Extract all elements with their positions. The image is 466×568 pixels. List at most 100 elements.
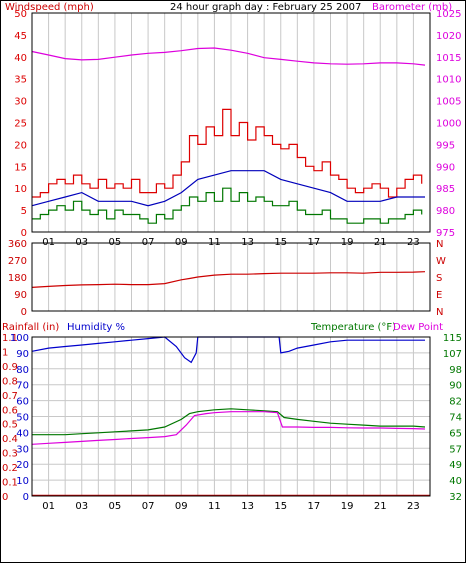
wind-hour-label: 03 — [75, 237, 88, 248]
humidity-hour-label: 01 — [42, 501, 55, 512]
humidity-tick-label: 0 — [23, 492, 29, 503]
compass-letter: N — [436, 307, 443, 318]
windspeed-tick-label: 10 — [14, 184, 27, 195]
text-layer: Windspeed (mph) 24 hour graph day : Febr… — [2, 2, 462, 512]
temperature-tick-label: 32 — [449, 492, 462, 503]
temperature-tick-label: 115 — [443, 333, 462, 344]
wind-direction-line — [31, 271, 426, 288]
wind-gust-line — [32, 108, 423, 198]
humidity-hour-label: 21 — [374, 501, 387, 512]
humidity-tick-label: 30 — [16, 444, 29, 455]
barometer-tick-label: 975 — [436, 228, 455, 239]
humidity-line — [31, 336, 425, 364]
humidity-tick-label: 80 — [16, 365, 29, 376]
compass-letter: W — [436, 256, 446, 267]
humidity-hour-label: 15 — [274, 501, 287, 512]
temperature-tick-label: 90 — [449, 381, 462, 392]
barometer-line — [31, 47, 426, 66]
humidity-tick-label: 20 — [16, 460, 29, 471]
rainfall-tick-label: 0.2 — [2, 463, 18, 474]
direction-tick-label: 180 — [8, 273, 27, 284]
rainfall-tick-label: 0.4 — [2, 434, 18, 445]
wind-hour-label: 21 — [374, 237, 387, 248]
humidity-hour-label: 11 — [208, 501, 221, 512]
humidity-tick-label: 100 — [10, 333, 29, 344]
humidity-tick-label: 10 — [16, 476, 29, 487]
humidity-tick-label: 90 — [16, 349, 29, 360]
windspeed-tick-label: 15 — [14, 162, 27, 173]
direction-tick-label: 90 — [14, 290, 27, 301]
rainfall-tick-label: 0.6 — [2, 405, 18, 416]
barometer-tick-label: 1005 — [436, 97, 461, 108]
rainfall-tick-label: 1 — [2, 347, 8, 358]
windspeed-tick-label: 20 — [14, 140, 27, 151]
wind-hour-label: 15 — [274, 237, 287, 248]
windspeed-tick-label: 0 — [21, 228, 27, 239]
wind-hour-label: 19 — [341, 237, 354, 248]
wind-hour-label: 13 — [241, 237, 254, 248]
humidity-hour-label: 17 — [308, 501, 321, 512]
temperature-tick-label: 98 — [449, 365, 462, 376]
barometer-tick-label: 1010 — [436, 75, 461, 86]
barometer-tick-label: 1025 — [436, 9, 461, 20]
rainfall-tick-label: 0.8 — [2, 376, 18, 387]
wind-hour-label: 23 — [407, 237, 420, 248]
temperature-tick-label: 49 — [449, 460, 462, 471]
barometer-tick-label: 985 — [436, 184, 455, 195]
compass-letter: S — [436, 273, 442, 284]
rainfall-tick-label: 0.5 — [2, 420, 18, 431]
wind-hour-label: 01 — [42, 237, 55, 248]
windspeed-tick-label: 35 — [14, 75, 27, 86]
chart-title: 24 hour graph day : February 25 2007 — [170, 2, 361, 13]
windspeed-tick-label: 50 — [14, 9, 27, 20]
windspeed-tick-label: 45 — [14, 31, 27, 42]
wind-average-line — [31, 170, 425, 207]
humidity-axis-label: Humidity % — [67, 322, 125, 333]
humidity-hour-label: 23 — [407, 501, 420, 512]
rainfall-tick-label: 0 — [2, 492, 8, 503]
rainfall-tick-label: 0.3 — [2, 449, 18, 460]
windspeed-tick-label: 25 — [14, 119, 27, 130]
windspeed-tick-label: 5 — [21, 206, 27, 217]
dew-point-line — [31, 411, 426, 445]
barometer-tick-label: 1000 — [436, 119, 461, 130]
rainfall-tick-label: 0.7 — [2, 391, 18, 402]
wind-hour-label: 07 — [142, 237, 155, 248]
wind-panel-frame — [31, 12, 431, 233]
humidity-hour-label: 19 — [341, 501, 354, 512]
direction-panel-frame — [31, 242, 431, 312]
rainfall-tick-label: 0.1 — [2, 478, 18, 489]
windspeed-axis-label: Windspeed (mph) — [5, 2, 94, 13]
temperature-line — [32, 408, 426, 436]
barometer-tick-label: 1020 — [436, 31, 461, 42]
wind-hour-label: 09 — [175, 237, 188, 248]
direction-tick-label: 0 — [21, 307, 27, 318]
humidity-hour-label: 13 — [241, 501, 254, 512]
temperature-tick-label: 82 — [449, 397, 462, 408]
frame-layer — [31, 12, 431, 497]
humidity-tick-label: 40 — [16, 428, 29, 439]
humidity-tick-label: 70 — [16, 381, 29, 392]
barometer-axis-label: Barometer (mb) — [372, 2, 452, 13]
rainfall-tick-label: 0.9 — [2, 362, 18, 373]
barometer-tick-label: 980 — [436, 206, 455, 217]
compass-letter: E — [436, 290, 442, 301]
humidity-tick-label: 60 — [16, 397, 29, 408]
barometer-tick-label: 990 — [436, 162, 455, 173]
temperature-tick-label: 107 — [443, 349, 462, 360]
windspeed-tick-label: 30 — [14, 97, 27, 108]
rainfall-tick-label: 1.1 — [2, 333, 18, 344]
humidity-hour-label: 07 — [142, 501, 155, 512]
barometer-tick-label: 1015 — [436, 53, 461, 64]
wind-hour-label: 05 — [109, 237, 122, 248]
temperature-tick-label: 57 — [449, 444, 462, 455]
wind-hour-label: 17 — [308, 237, 321, 248]
humidity-hour-label: 09 — [175, 501, 188, 512]
direction-tick-label: 270 — [8, 256, 27, 267]
compass-letter: N — [436, 239, 443, 250]
humidity-panel-frame — [31, 336, 431, 497]
temperature-tick-label: 74 — [449, 413, 462, 424]
